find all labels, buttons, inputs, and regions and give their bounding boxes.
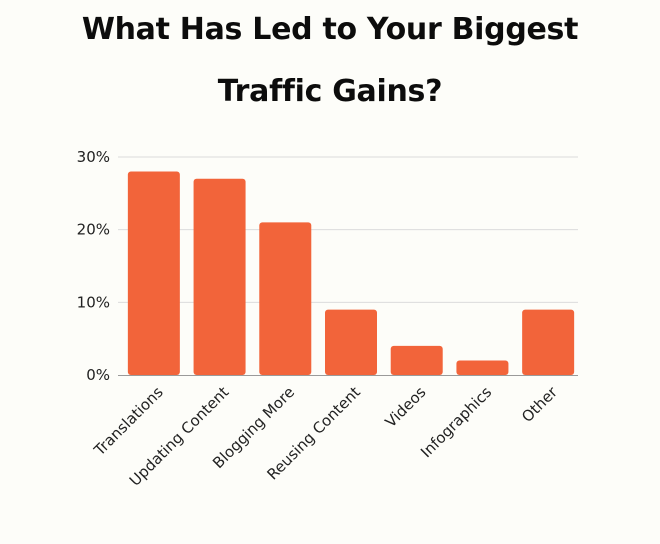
chart-title-line-2: Traffic Gains? (217, 74, 443, 109)
bar (193, 178, 246, 375)
bar (325, 309, 377, 375)
x-category-label: Infographics (417, 383, 495, 461)
bar (390, 345, 443, 375)
y-tick-label: 0% (86, 366, 110, 384)
bars (127, 171, 575, 375)
y-tick-label: 10% (77, 293, 110, 311)
x-category-label: Videos (382, 383, 430, 431)
bar (127, 171, 180, 375)
y-tick-label: 20% (77, 221, 110, 239)
bar (522, 309, 575, 375)
x-category-label: Other (518, 383, 561, 426)
gridlines (118, 156, 578, 303)
y-axis-tick-labels: 0% 10% 20% 30% (77, 148, 110, 384)
bar (456, 360, 509, 375)
chart-title-line-1: What Has Led to Your Biggest (81, 12, 579, 47)
y-tick-label: 30% (77, 148, 110, 166)
bar (259, 222, 312, 375)
